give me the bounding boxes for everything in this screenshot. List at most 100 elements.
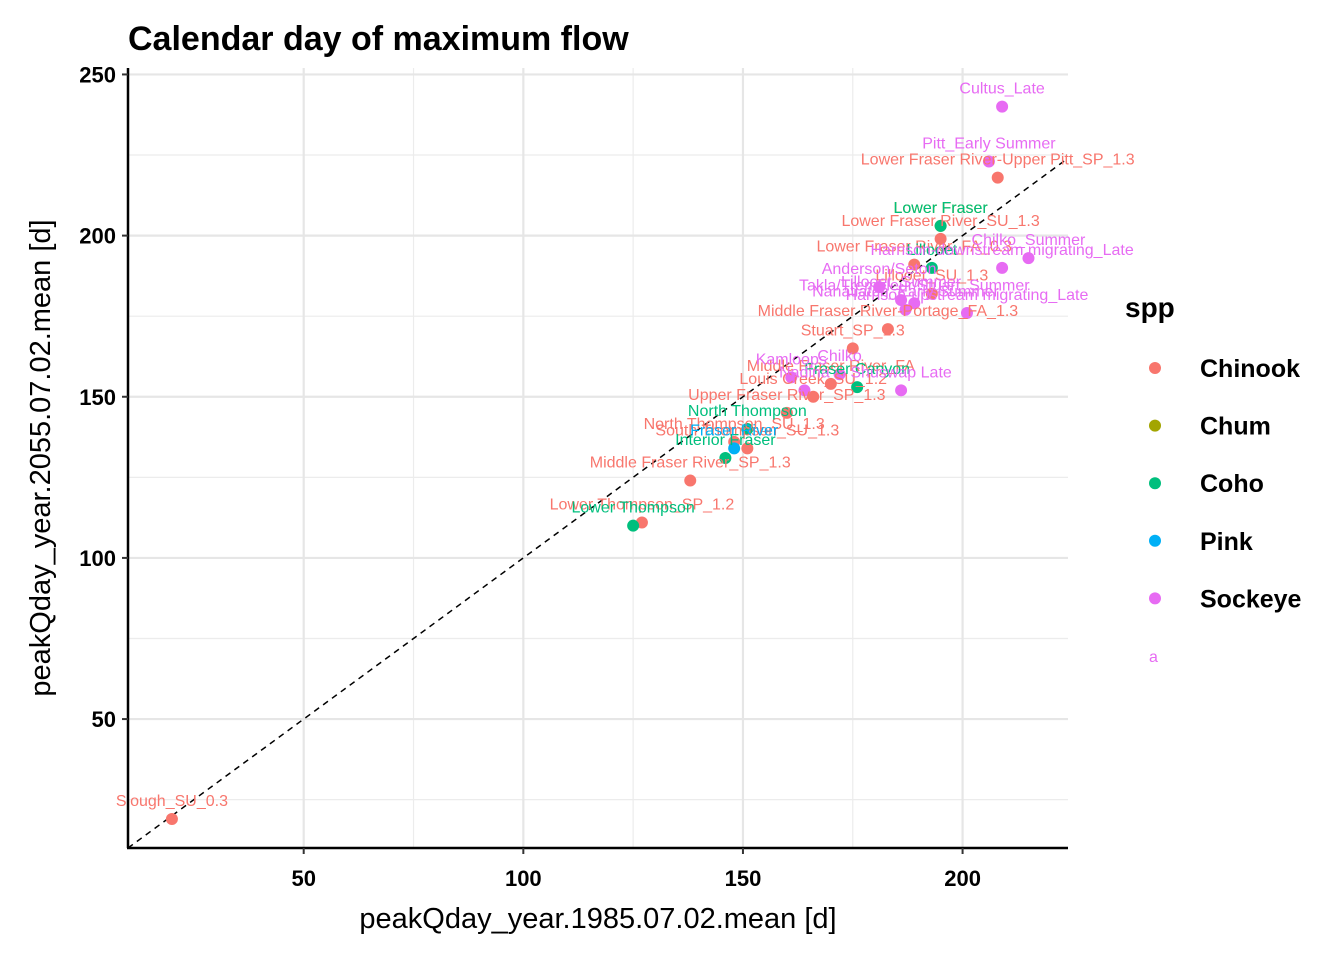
point-label: Lower Fraser River_SU_1.3	[841, 213, 1039, 230]
point-label: Lower Fraser River_FA_0.3	[816, 239, 1012, 256]
legend-label-sockeye: Sockeye	[1200, 585, 1302, 613]
point-label: Lillooet_Summer	[841, 274, 962, 291]
point-label: Cultus_Late	[959, 81, 1044, 98]
legend-label-chinook: Chinook	[1200, 355, 1300, 383]
legend-key-sockeye	[1149, 592, 1161, 605]
point-sockeye	[785, 371, 798, 384]
point-chinook	[881, 323, 894, 336]
point-chinook	[846, 342, 859, 355]
y-tick-label: 100	[79, 546, 116, 571]
point-sockeye	[833, 368, 846, 381]
point-sockeye	[960, 306, 973, 319]
point-label: Chilko	[817, 348, 862, 365]
point-chinook	[165, 812, 178, 825]
point-sockeye	[982, 155, 995, 168]
point-sockeye	[908, 297, 921, 310]
y-tick-label: 50	[92, 707, 116, 732]
point-label: Fraser River	[690, 422, 779, 439]
point-label: North Thompson	[688, 403, 807, 420]
gridlines	[128, 68, 1068, 848]
point-chinook	[991, 171, 1004, 184]
legend-key-chinook	[1149, 362, 1161, 374]
legend-title: spp	[1125, 292, 1175, 323]
x-tick-label: 200	[944, 866, 981, 891]
point-label: Middle Fraser River-Portage_FA_1.3	[758, 303, 1019, 320]
point-coho	[627, 519, 640, 532]
legend-text-key: a	[1149, 649, 1158, 666]
point-label: Lower Thompson_SP_1.2	[550, 496, 735, 513]
point-label: Nahatlatch_Early Summer	[812, 284, 999, 301]
legend-label-pink: Pink	[1200, 528, 1253, 556]
point-label: Nadina	[779, 364, 830, 381]
point-label: Takla/Trembleur/Stuart_Summer	[799, 277, 1030, 294]
x-axis-title: peakQday_year.1985.07.02.mean [d]	[359, 903, 836, 935]
legend-label-chum: Chum	[1200, 413, 1271, 441]
reference-line	[127, 157, 1069, 849]
legend-key-coho	[1149, 477, 1161, 490]
point-chinook	[741, 442, 754, 455]
point-coho	[925, 261, 938, 274]
y-axis-title: peakQday_year.2055.07.02.mean [d]	[25, 219, 57, 696]
chart-title: Calendar day of maximum flow	[128, 20, 629, 58]
point-sockeye	[798, 384, 811, 397]
data-points	[165, 100, 1035, 825]
point-label: Fraser Canyon	[804, 361, 910, 378]
point-label: Louis Creek_SU_1.2	[739, 371, 887, 388]
point-coho	[719, 452, 732, 464]
x-tick-label: 50	[291, 866, 315, 891]
point-label: Lillooet_SU_1.3	[875, 268, 988, 285]
legend: spp Chinook Chum Coho Pink Sockeye a	[1125, 292, 1302, 666]
y-tick-label: 200	[79, 224, 116, 249]
point-chinook	[908, 258, 921, 271]
point-label: Kamloops	[756, 351, 827, 368]
point-sockeye	[895, 294, 908, 307]
y-tick-label: 250	[79, 62, 116, 87]
identity-line	[127, 157, 1069, 849]
point-chinook	[807, 390, 820, 403]
point-coho	[851, 381, 864, 394]
legend-label-coho: Coho	[1200, 470, 1264, 498]
point-chinook	[824, 377, 837, 390]
point-pink	[728, 442, 741, 455]
point-label: Stuart_SP_1.3	[801, 322, 905, 339]
point-chinook	[934, 232, 947, 245]
point-sockeye	[996, 100, 1009, 113]
x-tick-label: 150	[725, 866, 762, 891]
point-sockeye	[895, 384, 908, 397]
legend-key-chum	[1149, 419, 1161, 432]
point-sockeye	[873, 281, 886, 294]
point-label: Lower Fraser	[893, 200, 988, 217]
point-label: Slough_SU_0.3	[116, 793, 228, 810]
legend-entries: Chinook Chum Coho Pink Sockeye	[1149, 355, 1302, 613]
point-labels: Slough_SU_0.3 Lower Thompson_SP_1.2 Middle…	[116, 81, 1135, 810]
point-label: Lower Fraser River-Upper Pitt_SP_1.3	[861, 152, 1135, 169]
point-chinook	[925, 287, 938, 300]
point-label: Middle Fraser River_SP_1.3	[590, 455, 791, 472]
point-label: Harrison-upstream migrating_Late	[846, 287, 1089, 304]
point-label: North Thompson_SU_1.3	[644, 416, 825, 433]
point-sockeye	[996, 261, 1009, 274]
point-label: Pitt_Early Summer	[922, 135, 1056, 152]
point-sockeye	[1022, 252, 1035, 265]
x-tick-label: 100	[505, 866, 542, 891]
point-chinook	[780, 406, 793, 419]
point-label: South Thompson_SU_1.3	[655, 422, 839, 439]
point-label: Chilko_Summer	[972, 232, 1086, 249]
point-coho	[741, 422, 754, 435]
axes	[126, 68, 1068, 850]
point-label: Shuswap Late	[850, 364, 952, 381]
point-label: Middle Fraser River_FA	[747, 358, 915, 375]
point-coho	[934, 219, 947, 232]
point-chinook	[684, 474, 697, 487]
point-label: Upper Fraser River_SP_1.3	[688, 387, 886, 404]
point-label: Lillooet	[906, 242, 957, 259]
axis-ticks: 50 100 150 200 50 100 150 200 250	[79, 62, 981, 891]
point-label: Harrison-downstream migrating_Late	[870, 242, 1133, 259]
point-sockeye	[899, 303, 912, 316]
point-label: Lower Thompson	[571, 500, 694, 517]
y-tick-label: 150	[79, 385, 116, 410]
legend-key-pink	[1149, 534, 1161, 547]
point-label: Interior Fraser	[675, 432, 776, 449]
point-label: Lower Fraser	[893, 200, 988, 217]
